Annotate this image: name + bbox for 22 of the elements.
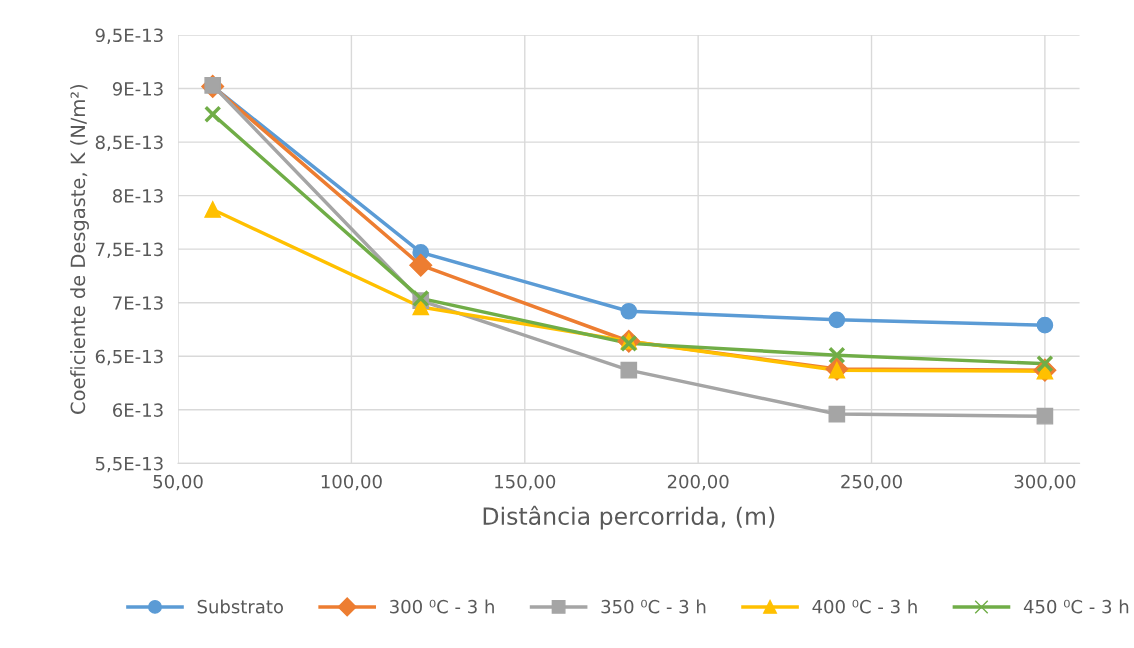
legend-label: 400 ⁰C - 3 h: [812, 599, 917, 614]
legend-label: 300 ⁰C - 3 h: [390, 599, 494, 614]
y-tick-label: 6E-13: [113, 403, 163, 417]
x-tick-label: 150,00: [495, 474, 556, 491]
y-tick-label: 9E-13: [112, 81, 163, 96]
y-tick-label: 7E-13: [113, 296, 163, 310]
y-axis-title: Coeficiente de Desgaste, K (N/m²): [70, 85, 89, 414]
x-tick-label: 250,00: [841, 474, 902, 491]
y-tick-label: 8,5E-13: [95, 135, 163, 152]
y-tick-label: 5,5E-13: [95, 456, 163, 473]
legend-label: 450 ⁰C - 3 h: [1023, 599, 1129, 614]
x-tick-label: 50,00: [153, 474, 203, 491]
legend-label: Substrato: [197, 599, 283, 614]
y-tick-label: 7,5E-13: [96, 242, 163, 259]
legend-label: 350 ⁰C - 3 h: [601, 599, 706, 614]
y-tick-label: 6,5E-13: [95, 349, 163, 366]
x-tick-label: 300,00: [1014, 474, 1076, 491]
y-tick-label: 8E-13: [112, 189, 163, 203]
x-axis-title: Distância percorrida, (m): [483, 505, 775, 530]
y-tick-label: 9,5E-13: [95, 28, 163, 44]
x-tick-label: 200,00: [667, 474, 729, 491]
x-tick-label: 100,00: [321, 474, 382, 491]
